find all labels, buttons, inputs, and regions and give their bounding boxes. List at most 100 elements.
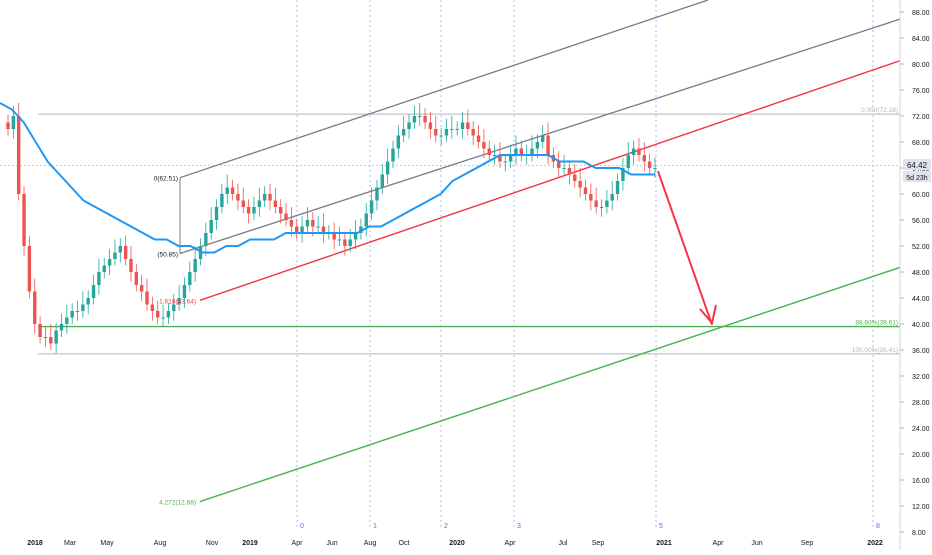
x-tick-label: Oct xyxy=(399,540,410,547)
x-tick-label: 2021 xyxy=(656,540,672,547)
x-tick-label: 2020 xyxy=(449,540,465,547)
fib-4272-line xyxy=(199,266,901,503)
y-axis[interactable]: 8.00 12.00 16.00 20.00 24.00 28.00 32.00 36.00 4… xyxy=(900,10,930,537)
candle-body xyxy=(343,239,347,246)
candle-body xyxy=(113,252,117,259)
candle-body xyxy=(637,148,641,155)
candle-body xyxy=(423,116,427,123)
candle-body xyxy=(279,207,283,214)
trend-lines xyxy=(179,0,901,503)
x-tick-label: Apr xyxy=(713,540,725,547)
projection-arrow xyxy=(657,170,717,326)
y-tick-label: 52.00 xyxy=(912,244,930,251)
candle-body xyxy=(573,174,577,181)
candle-body xyxy=(332,233,336,240)
fib-label-anchor: (50.85) xyxy=(157,251,178,258)
candle-body xyxy=(508,155,513,162)
candle-body xyxy=(70,311,74,318)
candle-body xyxy=(492,155,497,156)
candle-body xyxy=(444,129,449,136)
candle-body xyxy=(647,161,652,168)
y-tick-label: 80.00 xyxy=(912,62,930,69)
y-tick-label: 44.00 xyxy=(912,296,930,303)
x-axis[interactable]: 2018 Mar May Aug Nov 2019 Apr Jun Aug Oct 2020 Apr J… xyxy=(27,540,883,547)
candle-body xyxy=(246,207,251,214)
candle-body xyxy=(546,135,550,155)
y-tick-label: 56.00 xyxy=(912,218,930,225)
candle-body xyxy=(214,207,219,220)
candle-body xyxy=(401,129,406,136)
fib-label-1618: 1.618(43.64) xyxy=(159,298,196,305)
time-fib-label: 8 xyxy=(876,523,880,530)
candle-body xyxy=(241,200,245,207)
candle-body xyxy=(321,226,326,233)
candle-body xyxy=(583,187,588,194)
x-tick-label: Apr xyxy=(505,540,517,547)
candle-body xyxy=(204,233,208,246)
candle-body xyxy=(589,194,593,201)
candle-body xyxy=(626,155,630,168)
candle-body xyxy=(615,181,620,194)
y-tick-label: 28.00 xyxy=(912,400,930,407)
time-fib-label: 0 xyxy=(300,523,304,530)
channel-lower-line xyxy=(179,18,901,255)
candle-body xyxy=(134,272,139,285)
x-tick-label: Apr xyxy=(292,540,304,547)
candle-body xyxy=(65,317,69,324)
candle-body xyxy=(498,155,502,162)
x-tick-label: Sep xyxy=(801,540,814,547)
candle-body xyxy=(54,330,58,344)
candle-body xyxy=(182,285,187,298)
candle-body xyxy=(16,116,21,194)
x-tick-label: Jul xyxy=(559,540,568,547)
y-tick-label: 8.00 xyxy=(912,530,926,537)
candle-body xyxy=(284,213,288,220)
time-fib-label: 2 xyxy=(444,523,448,530)
fib-label-100: 100.00%(35.41) xyxy=(852,347,898,354)
candle-body xyxy=(268,194,272,201)
candle-body xyxy=(102,265,106,272)
candle-body xyxy=(359,226,363,233)
candle-body xyxy=(482,142,486,149)
candle-body xyxy=(177,298,181,305)
candle-body xyxy=(567,168,572,175)
candle-body xyxy=(541,135,545,142)
candle-body xyxy=(289,220,294,227)
candle-body xyxy=(487,148,491,155)
candle-body xyxy=(348,239,352,246)
y-tick-label: 16.00 xyxy=(912,478,930,485)
candle-body xyxy=(642,155,647,162)
x-tick-label: Mar xyxy=(64,540,77,547)
y-tick-label: 72.00 xyxy=(912,114,930,121)
candle-body xyxy=(412,116,417,123)
candle-body xyxy=(337,239,342,241)
candle-body xyxy=(118,246,122,253)
y-tick-label: 88.00 xyxy=(912,10,930,17)
y-tick-label: 36.00 xyxy=(912,348,930,355)
candle-body xyxy=(22,194,26,246)
y-tick-label: 32.00 xyxy=(912,374,930,381)
candle-body xyxy=(59,324,64,331)
candle-body xyxy=(369,200,374,214)
candle-body xyxy=(107,259,112,266)
y-tick-label: 12.00 xyxy=(912,504,930,511)
candle-body xyxy=(434,129,438,136)
candle-body xyxy=(364,213,368,227)
candle-body xyxy=(166,311,171,318)
candle-body xyxy=(530,148,534,155)
y-tick-label: 60.00 xyxy=(912,192,930,199)
candle-body xyxy=(262,194,267,201)
fib-label-0: 0(62.51) xyxy=(154,176,178,183)
candle-body xyxy=(123,246,128,259)
candle-body xyxy=(38,324,42,337)
candle-body xyxy=(193,259,197,272)
candle-body xyxy=(535,142,540,149)
x-tick-label: Sep xyxy=(592,540,605,547)
candle-body xyxy=(75,311,80,312)
candle-body xyxy=(450,129,454,130)
x-tick-label: 2018 xyxy=(27,540,43,547)
candle-body xyxy=(295,226,299,233)
candle-body xyxy=(150,304,155,311)
